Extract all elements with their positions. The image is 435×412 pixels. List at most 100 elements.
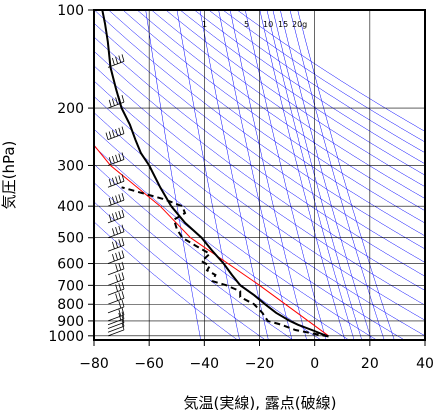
wind-barb-shaft	[107, 257, 125, 264]
wind-barb-shaft	[107, 159, 125, 166]
wind-barb	[107, 193, 125, 207]
wind-barb-flag	[115, 227, 118, 235]
x-tick-label: −20	[245, 356, 275, 372]
x-axis-title: 気温(実線), 露点(破線)	[184, 394, 337, 412]
wind-barb-shaft	[107, 318, 125, 326]
wind-barb-flag	[115, 56, 118, 64]
wind-barb-flag	[115, 264, 118, 272]
wind-barb	[107, 174, 125, 188]
mixing-ratio-line	[272, 10, 363, 340]
wind-barb	[105, 126, 125, 141]
wind-barb-flag	[122, 0, 124, 4]
mixing-ratio-line	[280, 10, 372, 340]
wind-barb-flag	[115, 212, 118, 220]
wind-barb-flag	[118, 262, 122, 271]
mixing-ratio-line	[176, 10, 240, 340]
dry-adiabat-line	[94, 128, 377, 340]
wind-barb-flag	[105, 132, 109, 140]
wind-barb-shaft	[107, 231, 125, 239]
mixing-ratio-line	[199, 10, 269, 340]
wind-barb-flag	[115, 274, 118, 282]
wind-barb-shaft	[107, 133, 125, 141]
wind-barb-flag	[112, 213, 115, 221]
y-tick-label: 900	[57, 314, 84, 330]
wind-barb-shaft	[107, 101, 125, 109]
wind-barb	[107, 307, 125, 322]
y-tick-label: 600	[57, 257, 84, 273]
wind-barb-flag	[121, 307, 125, 316]
wind-barb	[107, 250, 125, 264]
dry-adiabat-line	[222, 10, 425, 143]
dry-adiabat-line	[94, 201, 266, 340]
mixing-ratio-label: 1	[202, 20, 207, 29]
wind-barb-flag	[112, 254, 115, 262]
dry-adiabat-line	[151, 10, 425, 199]
x-tick-label: 0	[310, 356, 319, 372]
wind-barb-flag	[121, 209, 125, 217]
wind-barb-flag	[118, 308, 122, 317]
dry-adiabat-line	[94, 146, 350, 340]
wind-barb-flag	[108, 197, 112, 206]
wind-barb-flag	[121, 250, 125, 258]
wind-barb-flag	[121, 94, 125, 103]
mixing-ratio-line	[266, 10, 355, 340]
wind-barb	[107, 224, 125, 239]
wind-barb-flag	[121, 126, 125, 134]
wind-barb	[107, 238, 125, 252]
wind-barb-flag	[108, 99, 112, 107]
dry-adiabat-line	[94, 80, 425, 321]
wind-barb-flag	[112, 130, 115, 138]
temperature-line	[101, 10, 329, 338]
wind-barb-flag	[121, 193, 125, 201]
wind-barb-flag	[112, 241, 115, 249]
y-tick-label: 500	[57, 231, 84, 247]
wind-barb-flag	[115, 284, 118, 292]
wind-barb-flag	[121, 238, 125, 246]
dry-adiabat-line	[94, 22, 425, 263]
wind-barb-flag	[121, 272, 125, 280]
wind-barb-flag	[112, 155, 115, 164]
wind-barb-flag	[118, 127, 122, 135]
mixing-ratio-line	[297, 10, 395, 340]
dry-adiabat-line	[194, 10, 425, 165]
y-axis-title: 気圧(hPa)	[0, 141, 18, 210]
wind-barb-flag	[112, 196, 115, 204]
wind-barbs	[105, 0, 125, 337]
wind-barb-flag	[118, 153, 122, 161]
dewpoint-line	[121, 186, 329, 338]
wind-barb-flag	[112, 177, 115, 185]
profile-lines	[94, 10, 329, 338]
y-tick-label: 800	[57, 297, 84, 313]
dry-adiabat-line	[94, 50, 425, 291]
x-tick-label: −60	[134, 356, 164, 372]
wind-barb-shaft	[107, 322, 125, 329]
wind-barb-flag	[118, 300, 122, 309]
y-tick-label: 400	[57, 199, 84, 215]
y-tick-label: 200	[57, 101, 84, 117]
y-tick-label: 700	[57, 278, 84, 294]
wind-barb-flag	[118, 55, 122, 63]
dry-adiabat-line	[108, 10, 425, 237]
wind-barb-flag	[121, 174, 125, 182]
wind-barb-flag	[112, 228, 115, 236]
wind-barb-shaft	[107, 244, 125, 252]
wind-barb-shaft	[107, 325, 125, 333]
wind-barb	[107, 291, 125, 305]
wind-barb-shaft	[107, 297, 125, 305]
dry-adiabat-line	[94, 96, 425, 337]
wind-barb-flag	[121, 299, 125, 307]
mixing-ratio-label: 10	[263, 20, 273, 29]
y-tick-label: 300	[57, 158, 84, 174]
wind-barb-flag	[121, 261, 125, 269]
wind-barb-flag	[118, 251, 122, 259]
wind-barb-shaft	[107, 60, 125, 68]
wind-barb-shaft	[107, 288, 125, 296]
dry-adiabat-line	[94, 10, 425, 250]
wind-barb-flag	[121, 282, 125, 290]
wind-barb	[107, 261, 125, 276]
dry-adiabat-line	[94, 36, 425, 277]
wind-barb-shaft	[107, 278, 125, 286]
wind-barb	[108, 0, 124, 11]
mixing-ratio-line	[229, 10, 307, 340]
